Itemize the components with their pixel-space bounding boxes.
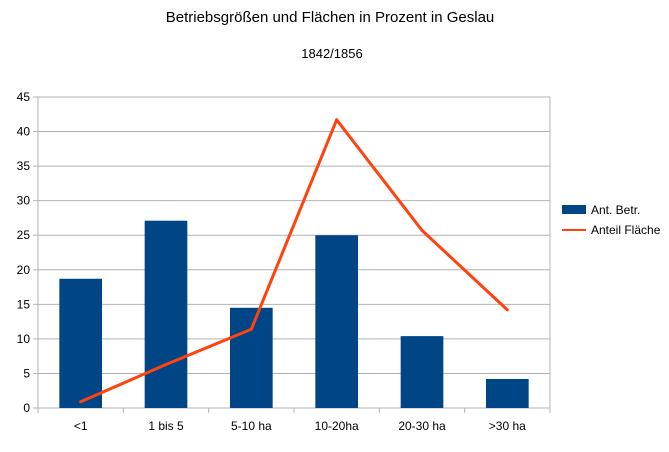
legend-label-bar: Ant. Betr. [591,203,640,217]
x-tick-label: 5-10 ha [231,419,272,433]
x-tick-label: 1 bis 5 [148,419,184,433]
chart-subtitle: 1842/1856 [301,46,362,61]
bar [59,278,102,408]
line-series [79,118,509,404]
y-tick-label: 25 [17,228,31,242]
axes: 0 5 10 15 20 25 30 35 40 45 <1 1 bis 5 5-10 ha 10-20h… [17,90,551,433]
gridlines [38,96,550,409]
line-point [505,308,509,312]
y-tick-label: 35 [17,159,31,173]
bar-series [59,220,529,408]
x-tick-label: 10-20ha [315,419,359,433]
bar [144,220,188,408]
x-tick-label: <1 [74,419,88,433]
x-tick-label: >30 ha [489,419,526,433]
bar [230,307,273,408]
y-tick-label: 40 [17,125,31,139]
y-tick-label: 20 [17,263,31,277]
legend: Ant. Betr. Anteil Fläche [562,203,661,237]
y-tick-label: 5 [23,366,30,380]
line-point [79,400,83,404]
y-tick-label: 10 [17,332,31,346]
line-point [164,362,168,366]
legend-swatch-bar [562,205,586,214]
line-point [249,327,253,331]
y-tick-label: 0 [23,401,30,415]
x-tick-label: 20-30 ha [398,419,446,433]
chart-title: Betriebsgrößen und Flächen in Prozent in… [166,9,495,26]
bar [400,336,444,408]
y-tick-label: 45 [17,90,31,104]
bar [486,378,529,408]
y-tick-label: 30 [17,194,31,208]
y-tick-label: 15 [17,297,31,311]
bar [315,235,358,408]
line-path [80,118,509,404]
line-point [420,228,424,232]
line-point [335,118,339,122]
legend-label-line: Anteil Fläche [591,223,661,237]
